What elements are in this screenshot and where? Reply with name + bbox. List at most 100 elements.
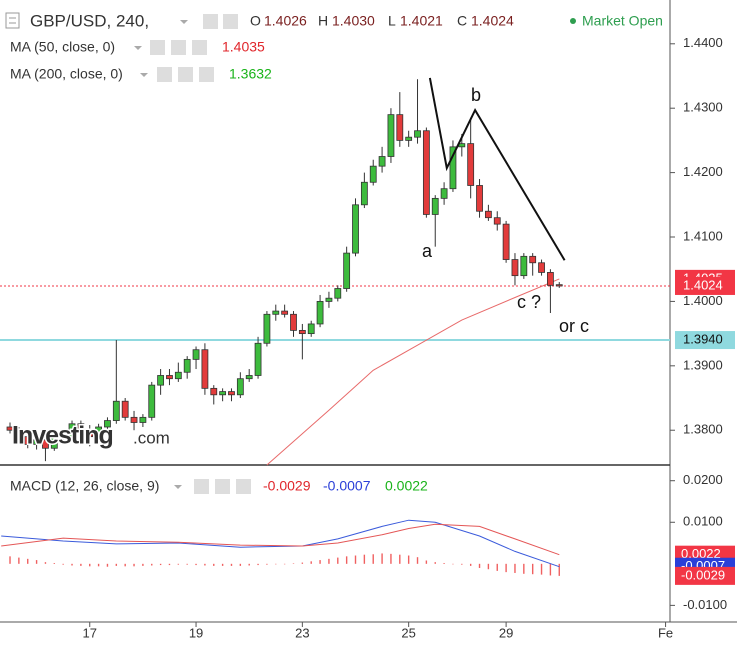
annotation: b xyxy=(471,85,481,105)
candle-body xyxy=(272,310,280,315)
histogram-bar xyxy=(213,563,215,566)
candle-body xyxy=(68,423,76,438)
histogram-bar xyxy=(71,563,73,566)
histogram-bar xyxy=(275,563,277,565)
candle-body xyxy=(493,217,501,225)
candle-body xyxy=(183,358,191,373)
caret[interactable] xyxy=(174,485,182,489)
candle-body xyxy=(157,375,165,386)
candle-body xyxy=(95,426,102,438)
candle-body xyxy=(263,313,271,344)
annotation: a xyxy=(422,241,433,261)
candle-body xyxy=(130,416,138,423)
histogram-bar xyxy=(283,563,286,565)
low-label: L xyxy=(388,13,396,29)
histogram-bar xyxy=(159,563,162,566)
candle-body xyxy=(148,384,156,418)
candle-body xyxy=(422,130,430,215)
candle-body xyxy=(396,114,404,141)
close-label: C xyxy=(457,13,467,29)
moving-average xyxy=(266,278,560,466)
histogram-bar xyxy=(53,562,56,564)
histogram-bar xyxy=(514,563,516,573)
candle-body xyxy=(502,223,510,260)
y-tick-label: -0.0100 xyxy=(683,597,727,612)
histogram-bar xyxy=(354,555,357,564)
settings-icon[interactable] xyxy=(178,67,193,82)
settings-icon[interactable] xyxy=(215,479,230,494)
histogram-bar xyxy=(558,563,560,576)
histogram-bar xyxy=(363,554,366,564)
high-value: 1.4030 xyxy=(332,13,375,29)
y-tick-label: 0.0200 xyxy=(683,472,723,487)
candle-body xyxy=(316,301,324,325)
settings-icon[interactable] xyxy=(223,14,238,29)
close-icon[interactable] xyxy=(192,40,207,55)
market-status: Market Open xyxy=(582,13,663,29)
value-label: -0.0029 xyxy=(681,567,725,582)
histogram-bar xyxy=(381,553,383,564)
candle-body xyxy=(50,433,58,449)
high-label: H xyxy=(318,13,328,29)
chart-icon[interactable] xyxy=(5,12,20,29)
candle-body xyxy=(369,165,377,183)
histogram-bar xyxy=(266,563,268,565)
histogram-bar xyxy=(531,563,534,575)
candle-body xyxy=(538,262,545,273)
histogram-bar xyxy=(407,555,410,564)
histogram-bar xyxy=(124,563,126,567)
candle-body xyxy=(281,310,289,315)
candle-body xyxy=(33,439,40,445)
histogram-bar xyxy=(469,563,472,566)
histogram-bar xyxy=(345,556,348,564)
candle-body xyxy=(290,313,297,331)
close-icon[interactable] xyxy=(236,479,251,494)
candle-body xyxy=(166,375,173,380)
histogram-bar xyxy=(337,557,339,564)
logo-suffix: .com xyxy=(133,428,170,447)
histogram-bar xyxy=(443,562,445,564)
histogram-bar xyxy=(195,563,197,566)
macd-signal-value: 0.0022 xyxy=(385,478,428,494)
histogram-bar xyxy=(115,563,118,566)
candle-body xyxy=(245,375,253,380)
y-tick-label: 1.4200 xyxy=(683,164,723,179)
y-tick-label: 1.4300 xyxy=(683,100,723,115)
symbol: GBP/USD, 240, xyxy=(30,11,149,30)
candle-body xyxy=(174,371,182,380)
price-label: 1.3940 xyxy=(683,331,723,346)
candle-body xyxy=(192,349,200,360)
caret[interactable] xyxy=(134,46,142,50)
histogram-bar xyxy=(399,554,401,564)
caret[interactable] xyxy=(140,73,148,77)
candle-body xyxy=(6,426,14,431)
eye-icon[interactable] xyxy=(150,40,165,55)
price-label: 1.4024 xyxy=(683,277,723,292)
histogram-bar xyxy=(106,563,109,567)
annotation: c ? xyxy=(517,292,541,312)
histogram-bar xyxy=(18,557,20,564)
candle-body xyxy=(431,197,439,215)
candle-body xyxy=(228,391,235,396)
logo: Investing xyxy=(12,422,113,450)
macd-label: MACD (12, 26, close, 9) xyxy=(10,478,159,494)
settings-icon[interactable] xyxy=(171,40,186,55)
candle-body xyxy=(42,439,49,449)
histogram-bar xyxy=(257,563,259,566)
candle-body xyxy=(298,329,306,335)
close-value: 1.4024 xyxy=(471,13,514,29)
histogram-bar xyxy=(151,563,153,566)
histogram-bar xyxy=(142,563,144,566)
y-tick-label: 0.0100 xyxy=(683,514,723,529)
eye-icon[interactable] xyxy=(203,14,218,29)
candle-body xyxy=(387,114,395,157)
histogram-bar xyxy=(89,563,91,567)
macd-line-value: -0.0007 xyxy=(323,478,371,494)
annotation: or c xyxy=(559,316,589,336)
close-icon[interactable] xyxy=(199,67,214,82)
eye-icon[interactable] xyxy=(194,479,209,494)
eye-icon[interactable] xyxy=(157,67,172,82)
caret[interactable] xyxy=(180,20,188,24)
histogram-bar xyxy=(177,563,180,565)
candle-body xyxy=(484,210,492,219)
